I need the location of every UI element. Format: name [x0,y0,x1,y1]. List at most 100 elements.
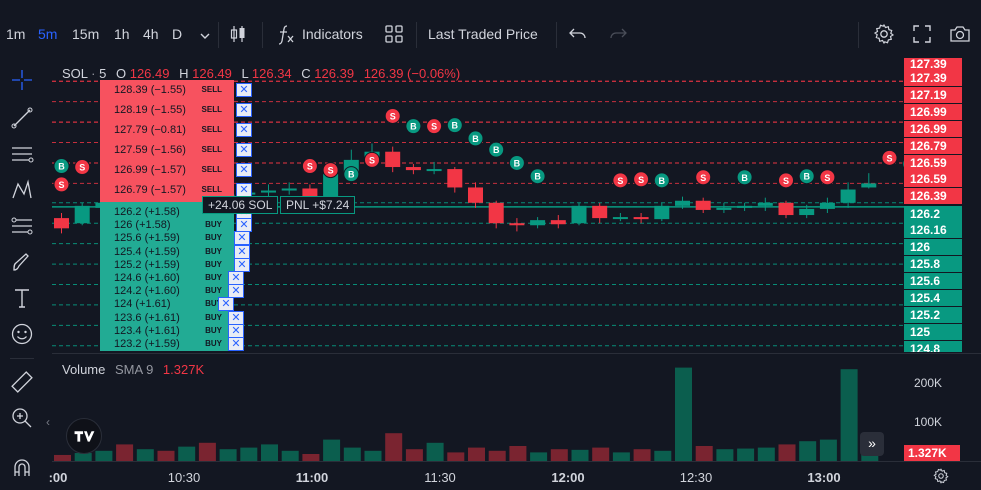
timeframe-5m[interactable]: 5m [38,26,58,42]
buy-trade-marker[interactable]: B [446,117,463,134]
camera-icon[interactable] [948,22,972,46]
emoji-icon[interactable] [8,320,36,348]
order-row[interactable]: 126.79 (−1.57) SELL [100,182,230,198]
position-pnl-tag[interactable]: PNL +$7.24 [280,196,356,214]
order-row[interactable]: 125.2 (+1.59) BUY [100,257,230,273]
position-size-tag[interactable]: +24.06 SOL [202,196,279,214]
buy-trade-marker[interactable]: B [53,158,70,175]
brush-icon[interactable] [8,248,36,276]
collapse-toolbar-arrow[interactable]: ‹ [46,415,50,429]
scroll-to-realtime-button[interactable]: » [860,432,884,456]
buy-trade-marker[interactable]: B [467,130,484,147]
buy-trade-marker[interactable]: B [529,168,546,185]
cancel-order-button[interactable]: ✕ [234,244,250,259]
sell-trade-marker[interactable]: S [364,151,380,168]
buy-trade-marker[interactable]: B [508,154,525,171]
volume-scale[interactable]: 200K 100K 1.327K [904,353,981,462]
order-row[interactable]: 127.79 (−0.81) SELL [100,122,230,138]
pattern-icon[interactable] [8,176,36,204]
horizontal-lines-icon[interactable] [8,140,36,168]
buy-trade-marker[interactable]: B [798,168,815,185]
indicators-button[interactable]: Indicators [302,26,363,42]
cancel-order-button[interactable]: ✕ [234,231,250,246]
order-row[interactable]: 124.2 (+1.60) BUY [100,283,230,299]
text-tool-icon[interactable] [8,284,36,312]
timeframe-1h[interactable]: 1h [114,26,130,42]
timeframe-4h[interactable]: 4h [143,26,159,42]
sell-trade-marker[interactable]: S [695,169,712,186]
timeframe-d[interactable]: D [172,26,183,42]
order-row[interactable]: 123.2 (+1.59) BUY [100,336,230,352]
cancel-order-button[interactable]: ✕ [236,143,252,157]
order-row[interactable]: 124.6 (+1.60) BUY [100,270,230,286]
buy-trade-marker[interactable]: B [736,169,753,186]
order-row[interactable]: 124 (+1.61) BUY [100,296,230,312]
order-row[interactable]: 125.6 (+1.59) BUY [100,230,230,246]
sell-trade-marker[interactable]: S [778,172,794,189]
order-row[interactable]: 128.39 (−1.55) SELL [100,82,230,98]
cancel-order-button[interactable]: ✕ [236,163,252,177]
price-source-button[interactable]: Last Traded Price [428,26,538,42]
price-scale-label: 127.39 [904,58,962,72]
gear-icon[interactable] [872,22,896,46]
sell-trade-marker[interactable]: S [322,162,339,179]
sell-trade-marker[interactable]: S [612,172,629,189]
sell-trade-marker[interactable]: S [819,169,836,186]
cancel-order-button[interactable]: ✕ [218,297,234,312]
redo-icon[interactable] [606,22,630,46]
cancel-order-button[interactable]: ✕ [236,218,252,233]
time-scale[interactable]: :00 10:30 11:00 11:30 12:00 12:30 13:00 [49,461,904,490]
layout-grid-icon[interactable] [382,22,406,46]
buy-trade-marker[interactable]: B [343,166,360,183]
order-row[interactable]: 125.4 (+1.59) BUY [100,244,230,260]
ruler-icon[interactable] [8,368,36,396]
cancel-order-button[interactable]: ✕ [228,271,244,285]
sell-trade-marker[interactable]: S [301,158,318,175]
buy-trade-marker[interactable]: B [902,156,904,171]
volume-bar [592,447,610,461]
buy-trade-marker[interactable]: B [405,118,422,135]
candlestick-icon[interactable] [226,22,250,46]
order-row[interactable]: 128.19 (−1.55) SELL [100,102,230,118]
order-row[interactable]: 123.6 (+1.61) BUY [100,310,230,326]
axis-settings [904,461,981,490]
undo-icon[interactable] [566,22,590,46]
buy-trade-marker[interactable]: B [653,172,670,189]
order-row[interactable]: 126.99 (−1.57) SELL [100,162,230,178]
sell-trade-marker[interactable]: S [426,118,443,135]
chevron-down-icon[interactable] [193,24,210,48]
volume-pane[interactable]: Volume SMA 9 1.327K » [52,353,904,461]
fib-tool-icon[interactable] [8,212,36,240]
cancel-order-button[interactable]: ✕ [228,323,244,338]
gear-icon[interactable] [932,467,950,485]
cancel-order-button[interactable]: ✕ [228,337,244,351]
sell-trade-marker[interactable]: S [74,159,91,176]
buy-trade-marker[interactable]: B [488,141,505,158]
cancel-order-button[interactable]: ✕ [228,310,244,325]
fullscreen-icon[interactable] [910,22,934,46]
sell-trade-marker[interactable]: S [384,107,401,124]
cancel-order-button[interactable]: ✕ [236,183,252,197]
order-row[interactable]: 123.4 (+1.61) BUY [100,323,230,339]
order-row[interactable]: 126 (+1.58) BUY [100,217,230,233]
magnet-icon[interactable] [8,454,36,482]
price-chart[interactable]: BSSSSBSSBSBBBBBSSBSBSBSSB 128.39 (−1.55)… [52,58,904,352]
cancel-order-button[interactable]: ✕ [236,103,252,117]
timeframe-1m[interactable]: 1m [6,26,26,42]
order-row[interactable]: 127.59 (−1.56) SELL [100,142,230,158]
function-icon[interactable] [274,22,298,46]
cancel-order-button[interactable]: ✕ [236,83,252,97]
trend-line-icon[interactable] [8,104,36,132]
price-scale[interactable]: 127.39 127.39 127.19 126.99 126.99 126.79 126.… [904,58,981,352]
timeframe-15m[interactable]: 15m [72,26,100,42]
volume-bar [323,439,341,461]
cancel-order-button[interactable]: ✕ [236,123,252,137]
sell-trade-marker[interactable]: S [633,171,650,188]
sell-trade-marker[interactable]: S [881,149,898,166]
sell-trade-marker[interactable]: S [53,176,70,193]
tradingview-logo[interactable] [66,418,102,454]
zoom-in-icon[interactable] [8,404,36,432]
cancel-order-button[interactable]: ✕ [234,257,250,272]
cancel-order-button[interactable]: ✕ [228,284,244,299]
crosshair-icon[interactable] [8,66,36,94]
